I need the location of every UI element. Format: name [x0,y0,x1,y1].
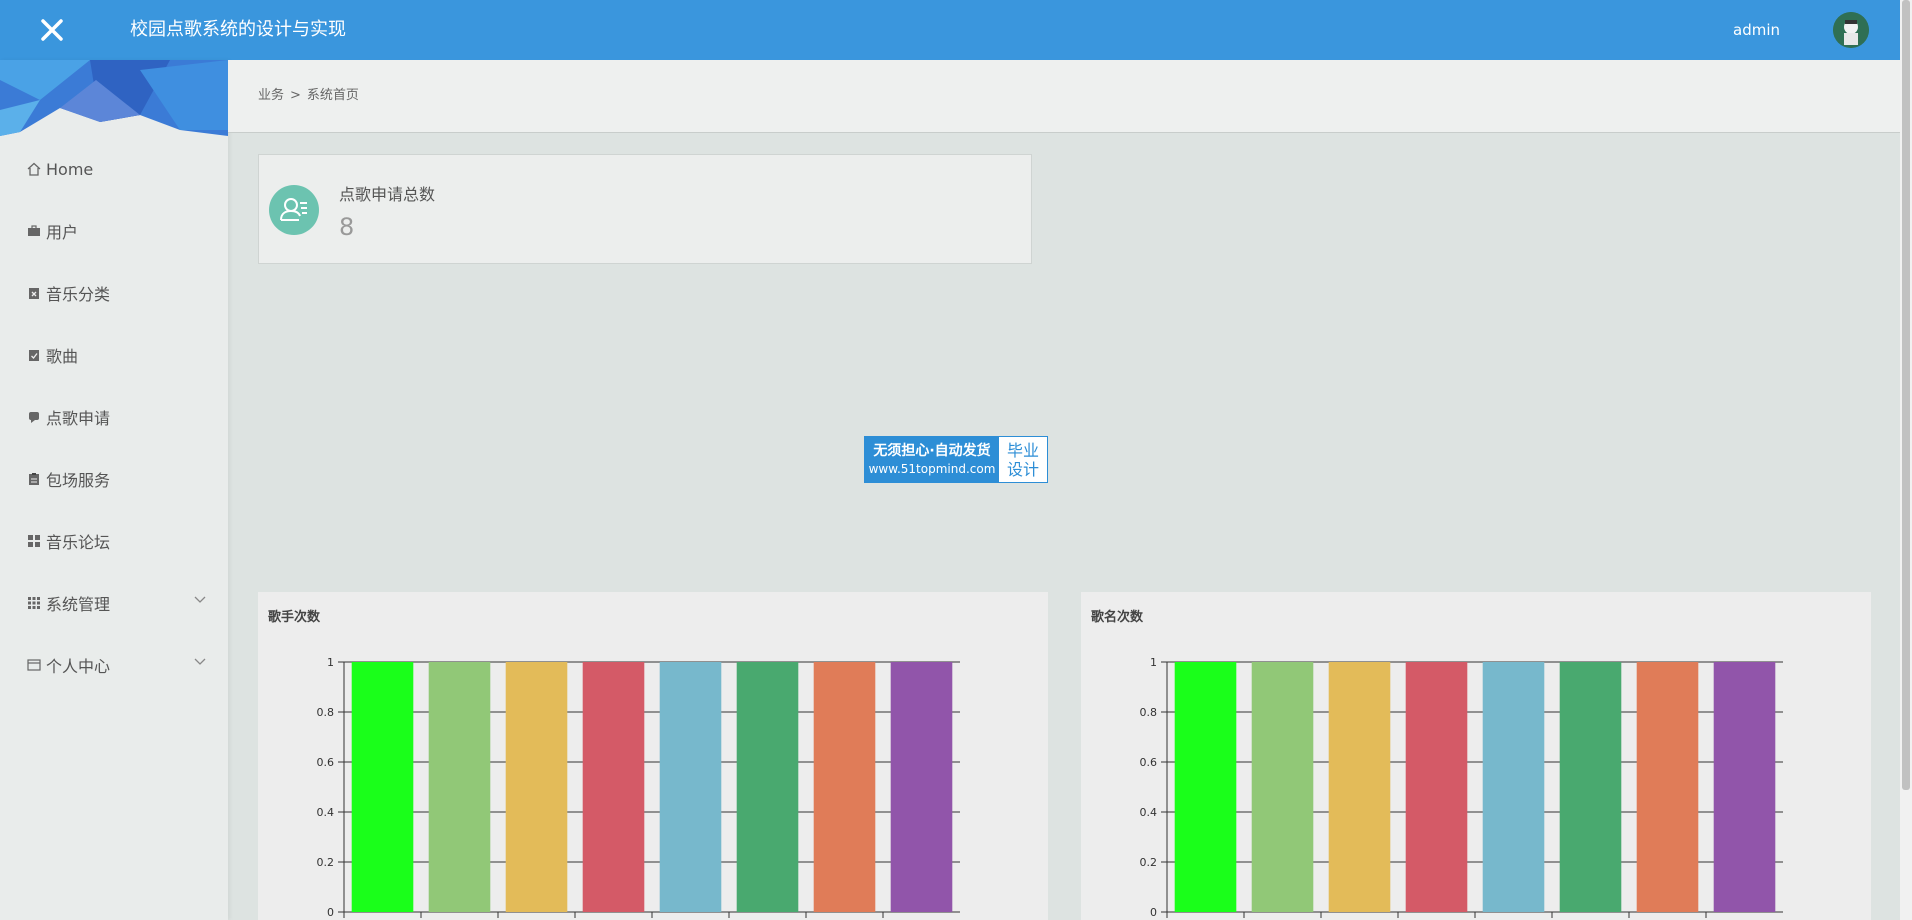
chevron-down-icon[interactable] [194,658,206,666]
bar [428,662,491,912]
bar [1405,662,1468,912]
breadcrumb-bar: 业务 > 系统首页 [228,60,1900,133]
user-name[interactable]: admin [1733,21,1780,39]
y-tick-label: 0.6 [317,756,335,769]
watermark-right: 毕业 设计 [999,437,1047,482]
watermark-left: 无须担心·自动发货 www.51topmind.com [865,437,999,482]
watermark-badge: 无须担心·自动发货 www.51topmind.com 毕业 设计 [864,436,1048,483]
bar [659,662,722,912]
bar [505,662,568,912]
breadcrumb-parent[interactable]: 业务 [258,88,285,103]
sidebar-item-venue-service[interactable]: 包场服务 [0,448,228,510]
bar [736,662,799,912]
bar [890,662,953,912]
y-tick-label: 1 [327,656,334,669]
bar [1328,662,1391,912]
bar [1636,662,1699,912]
breadcrumb-separator: > [290,88,301,103]
watermark-right1: 毕业 [1006,440,1039,460]
clipboard-icon [26,471,42,487]
clipboard-x-icon [26,285,42,301]
chart-title: 歌手次数 [268,610,321,625]
stat-label: 点歌申请总数 [339,185,436,204]
breadcrumb-current: 系统首页 [306,88,359,103]
bar [1174,662,1237,912]
chat-icon [26,409,42,425]
window-icon [26,657,42,673]
sidebar-item-home[interactable]: Home [0,138,228,200]
sidebar-item-label: 用户 [46,223,79,242]
app-title: 校园点歌系统的设计与实现 [130,19,346,40]
scrollbar-thumb[interactable] [1902,0,1910,790]
watermark-right2: 设计 [1006,459,1039,479]
avatar[interactable] [1833,12,1869,48]
sidebar-item-users[interactable]: 用户 [0,200,228,262]
sidebar-item-label: 音乐论坛 [46,533,111,552]
chart-plot: 0 0.2 0.4 0.6 0.8 1 [1140,656,1783,919]
y-tick-label: 0.4 [317,806,335,819]
top-bar: 校园点歌系统的设计与实现 admin [0,0,1900,60]
clipboard-check-icon [26,347,42,363]
sidebar-menu: Home 用户 音乐分类 歌曲 点歌申请 包场服务 音乐论坛 系统管理 [0,138,228,696]
sidebar-item-music-category[interactable]: 音乐分类 [0,262,228,324]
bar [1713,662,1776,912]
sidebar-item-label: 点歌申请 [46,409,111,428]
briefcase-icon [26,223,42,239]
watermark-line2: www.51topmind.com [868,461,996,476]
bar [1559,662,1622,912]
watermark-line1: 无须担心·自动发货 [873,442,991,459]
chart-title: 歌名次数 [1091,610,1144,625]
sidebar-item-label: 音乐分类 [46,285,111,304]
bar [1482,662,1545,912]
y-tick-label: 0.2 [317,856,335,869]
y-tick-label: 1 [1150,656,1157,669]
grid-icon [26,533,42,549]
sidebar-item-songs[interactable]: 歌曲 [0,324,228,386]
sidebar-item-label: 歌曲 [46,347,79,366]
grid-icon [26,595,42,611]
user-list-icon [269,185,319,235]
y-tick-label: 0.4 [1140,806,1158,819]
home-icon [26,161,42,177]
bar [1251,662,1314,912]
y-tick-label: 0 [327,906,334,919]
chevron-down-icon[interactable] [194,596,206,604]
scrollbar[interactable] [1900,0,1912,920]
song-name-count-chart: 歌名次数 0 0.2 0.4 0.6 0.8 1 [1081,592,1871,920]
sidebar-item-song-requests[interactable]: 点歌申请 [0,386,228,448]
bar [582,662,645,912]
y-tick-label: 0.6 [1140,756,1158,769]
bar [351,662,414,912]
singer-count-chart: 歌手次数 0 0.2 0.4 0.6 0.8 1 [258,592,1048,920]
sidebar-item-music-forum[interactable]: 音乐论坛 [0,510,228,572]
sidebar: Home 用户 音乐分类 歌曲 点歌申请 包场服务 音乐论坛 系统管理 [0,60,228,920]
stat-card: 点歌申请总数 8 [258,154,1032,264]
close-button[interactable] [30,8,74,52]
sidebar-item-label: 个人中心 [46,657,111,676]
breadcrumb: 业务 > 系统首页 [258,60,359,132]
stat-value: 8 [339,213,355,241]
sidebar-item-personal-center[interactable]: 个人中心 [0,634,228,696]
y-tick-label: 0 [1150,906,1157,919]
bar [813,662,876,912]
sidebar-item-label: Home [46,159,94,179]
chart-plot: 0 0.2 0.4 0.6 0.8 1 [317,656,960,919]
sidebar-item-system-management[interactable]: 系统管理 [0,572,228,634]
sidebar-item-label: 包场服务 [46,471,111,490]
sidebar-banner [0,60,228,136]
y-tick-label: 0.8 [317,706,335,719]
y-tick-label: 0.2 [1140,856,1158,869]
y-tick-label: 0.8 [1140,706,1158,719]
close-icon[interactable] [40,18,64,42]
sidebar-item-label: 系统管理 [46,595,111,614]
